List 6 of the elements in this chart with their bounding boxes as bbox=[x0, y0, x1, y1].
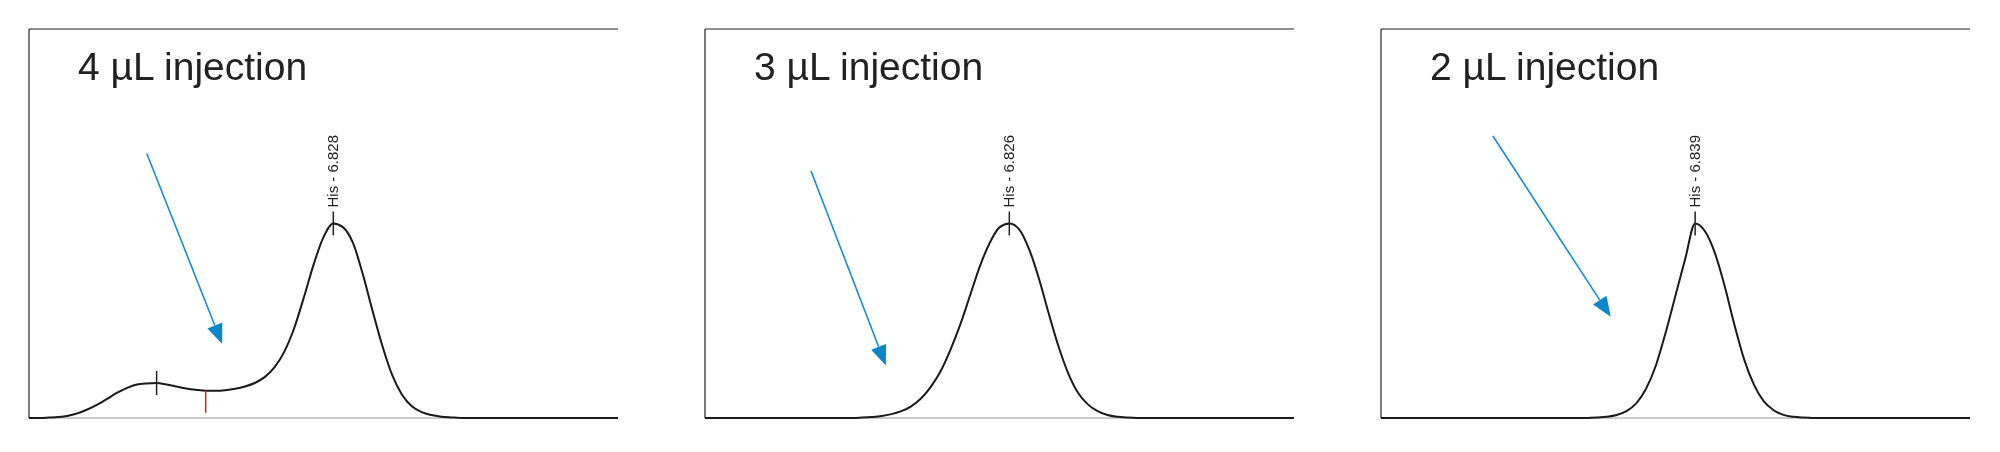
annotation: His - 6.828 bbox=[324, 134, 342, 208]
chart-title: 3 µL injection bbox=[754, 45, 984, 88]
chart-title: 4 µL injection bbox=[78, 45, 308, 88]
annotation: His - 6.839 bbox=[1686, 134, 1704, 208]
chart-title: 2 µL injection bbox=[1430, 45, 1660, 88]
annotation: His - 6.826 bbox=[1000, 134, 1018, 208]
